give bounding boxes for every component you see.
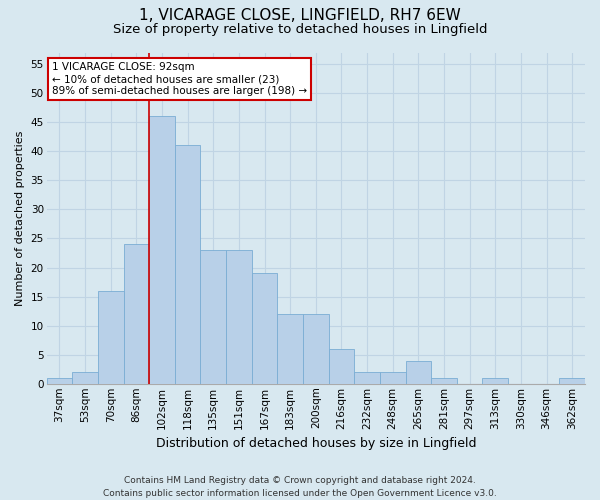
Bar [406, 360, 431, 384]
Bar [175, 146, 200, 384]
Bar [277, 314, 303, 384]
Bar [47, 378, 72, 384]
Bar [354, 372, 380, 384]
Bar [72, 372, 98, 384]
Text: 1, VICARAGE CLOSE, LINGFIELD, RH7 6EW: 1, VICARAGE CLOSE, LINGFIELD, RH7 6EW [139, 8, 461, 22]
Text: Size of property relative to detached houses in Lingfield: Size of property relative to detached ho… [113, 22, 487, 36]
Bar [226, 250, 251, 384]
Y-axis label: Number of detached properties: Number of detached properties [15, 130, 25, 306]
Bar [149, 116, 175, 384]
X-axis label: Distribution of detached houses by size in Lingfield: Distribution of detached houses by size … [155, 437, 476, 450]
Bar [559, 378, 585, 384]
Bar [251, 274, 277, 384]
Bar [200, 250, 226, 384]
Text: 1 VICARAGE CLOSE: 92sqm
← 10% of detached houses are smaller (23)
89% of semi-de: 1 VICARAGE CLOSE: 92sqm ← 10% of detache… [52, 62, 307, 96]
Bar [303, 314, 329, 384]
Bar [431, 378, 457, 384]
Bar [98, 291, 124, 384]
Bar [329, 349, 354, 384]
Bar [380, 372, 406, 384]
Bar [124, 244, 149, 384]
Bar [482, 378, 508, 384]
Text: Contains HM Land Registry data © Crown copyright and database right 2024.
Contai: Contains HM Land Registry data © Crown c… [103, 476, 497, 498]
